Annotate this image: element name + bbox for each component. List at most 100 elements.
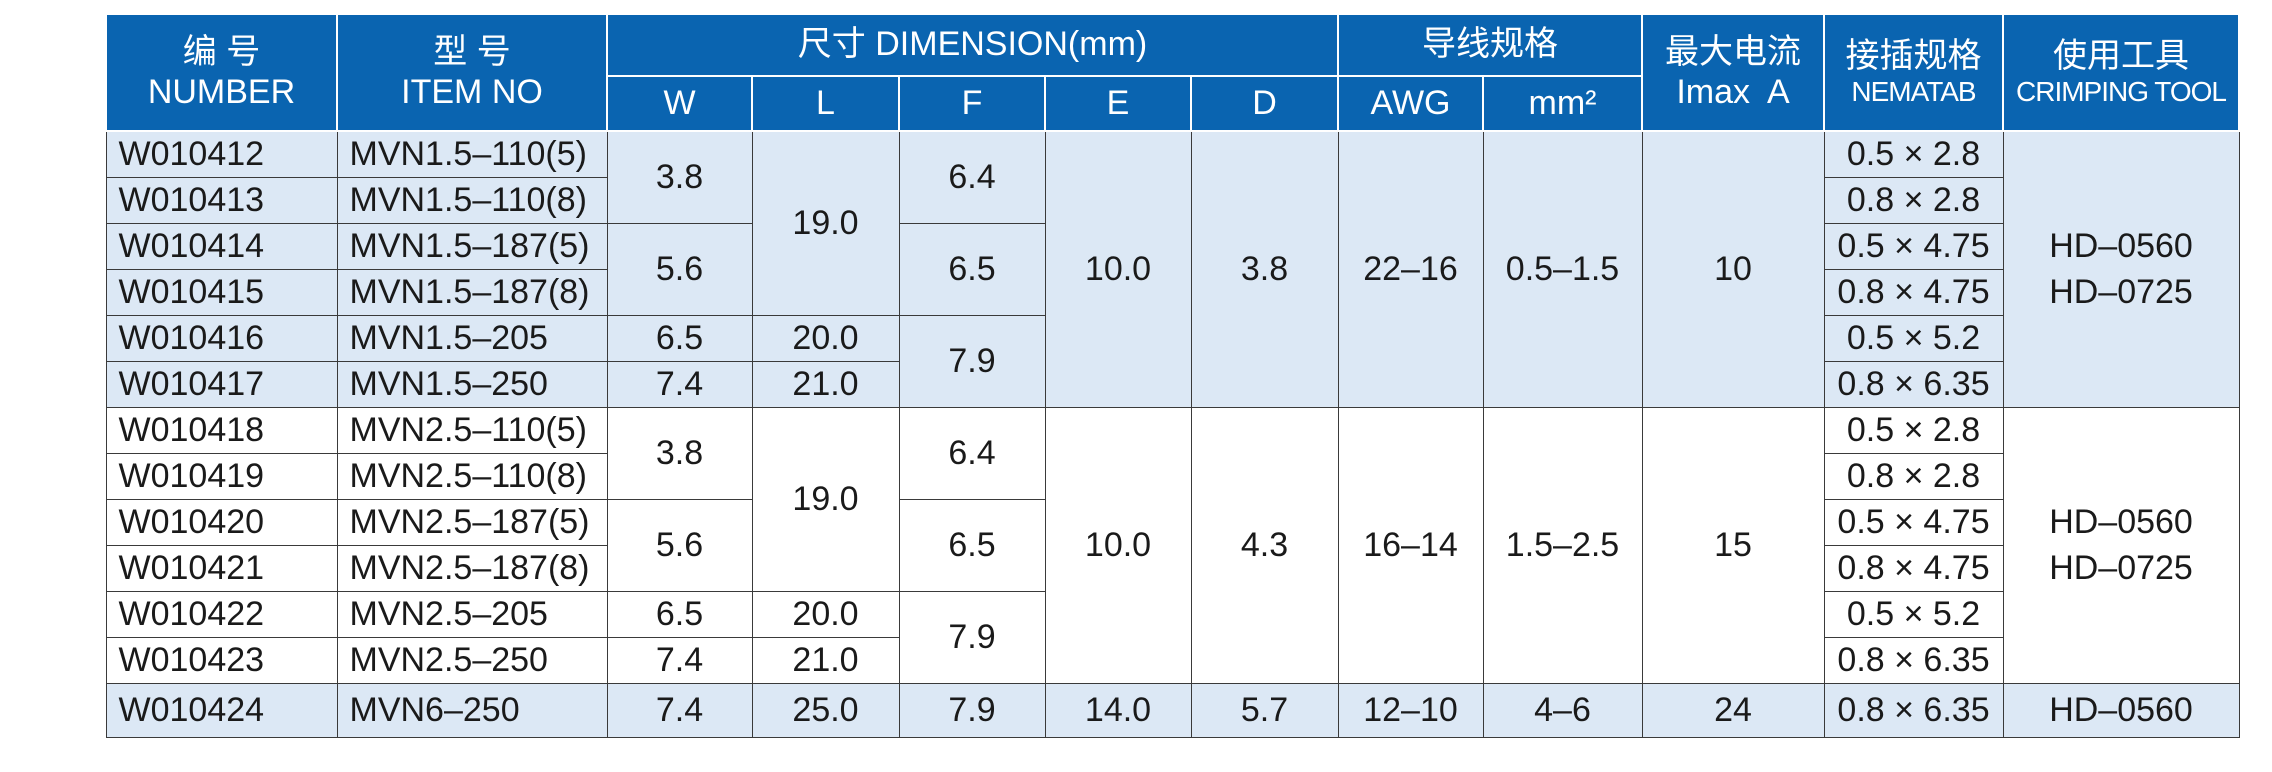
number-cell: W010416 xyxy=(105,315,338,362)
item-cell: MVN2.5–110(8) xyxy=(336,453,608,500)
item-cell: MVN1.5–205 xyxy=(336,315,608,362)
number-cell: W010412 xyxy=(105,130,338,178)
table-row: W010420 MVN2.5–187(5) 5.6 6.5 0.5 × 4.75 xyxy=(105,499,2239,592)
W-cell: 7.4 xyxy=(606,637,753,684)
F-cell: 7.9 xyxy=(898,682,1046,739)
awg-cell: 22–16 xyxy=(1337,130,1484,408)
mm2-cell: 1.5–2.5 xyxy=(1482,407,1643,684)
imax-cell: 15 xyxy=(1641,407,1825,684)
header-cell: D xyxy=(1189,75,1340,132)
tool-cell: HD–0560 HD–0725 xyxy=(2002,130,2240,408)
table-row: W010424 MVN6–250 7.4 25.0 7.9 14.0 5.7 12–10 4–6… xyxy=(105,682,2240,739)
F-cell: 6.5 xyxy=(898,499,1046,592)
W-cell: 6.5 xyxy=(606,591,753,638)
table-row: W010422 MVN2.5–205 6.5 20.0 7.9 0.5 × 5.2 xyxy=(105,591,2239,684)
header-text: NUMBER xyxy=(147,72,296,111)
item-cell: MVN2.5–187(8) xyxy=(336,545,608,592)
table-row: W010414 MVN1.5–187(5) 5.6 6.5 0.5 × 4.75 xyxy=(105,223,2239,316)
item-cell: MVN2.5–250 xyxy=(336,637,608,684)
header-cell: F xyxy=(898,75,1046,132)
nematab-cell: 0.8 × 6.35 xyxy=(1823,637,2004,684)
W-cell: 3.8 xyxy=(606,130,753,224)
nematab-cell: 0.8 × 2.8 xyxy=(1823,453,2004,500)
tool-cell: HD–0560 xyxy=(2002,682,2240,739)
table-row: W010413 MVN1.5–110(8) 0.8 × 2.8 xyxy=(105,177,2239,224)
L-cell: 21.0 xyxy=(751,637,900,684)
header-text: 使用工具 xyxy=(2053,36,2190,75)
E-cell: 10.0 xyxy=(1044,407,1192,684)
header-cell: L xyxy=(751,75,900,132)
E-cell: 14.0 xyxy=(1044,682,1192,739)
nematab-cell: 0.8 × 2.8 xyxy=(1823,177,2004,224)
imax-cell: 10 xyxy=(1641,130,1825,408)
nematab-cell: 0.8 × 6.35 xyxy=(1823,682,2004,739)
table-body: W010412 MVN1.5–110(5) 3.8 19.0 6.4 10.0 3.8 22–… xyxy=(105,130,2240,739)
item-cell: MVN1.5–250 xyxy=(336,361,608,408)
header-text: 编 号 xyxy=(182,33,261,72)
header-cell: 使用工具 CRIMPING TOOL xyxy=(2002,15,2241,132)
number-cell: W010413 xyxy=(105,177,338,224)
L-cell: 19.0 xyxy=(751,130,900,316)
number-cell: W010420 xyxy=(105,499,338,546)
awg-cell: 16–14 xyxy=(1337,407,1484,684)
number-cell: W010423 xyxy=(105,637,338,684)
number-cell: W010421 xyxy=(105,545,338,592)
number-cell: W010417 xyxy=(105,361,338,408)
number-cell: W010415 xyxy=(105,269,338,316)
L-cell: 21.0 xyxy=(751,361,900,408)
L-cell: 25.0 xyxy=(751,682,900,739)
header-text: NEMATAB xyxy=(1851,75,1976,107)
tool-name: HD–0725 xyxy=(2049,548,2193,587)
W-cell: 5.6 xyxy=(606,499,753,592)
number-cell: W010419 xyxy=(105,453,338,500)
header-cell: 型 号 ITEM NO xyxy=(336,15,608,132)
mm2-cell: 0.5–1.5 xyxy=(1482,130,1643,408)
table-row: W010423 MVN2.5–250 7.4 21.0 0.8 × 6.35 xyxy=(105,637,2239,684)
D-cell: 3.8 xyxy=(1190,130,1339,408)
nematab-cell: 0.8 × 4.75 xyxy=(1823,545,2004,592)
header-cell: 接插规格 NEMATAB xyxy=(1823,15,2005,132)
W-cell: 5.6 xyxy=(606,223,753,316)
number-cell: W010418 xyxy=(105,407,338,454)
item-cell: MVN2.5–187(5) xyxy=(336,499,608,546)
tool-cell: HD–0560 HD–0725 xyxy=(2002,407,2240,684)
mm2-cell: 4–6 xyxy=(1482,682,1643,739)
tool-name: HD–0560 xyxy=(2049,691,2193,729)
header-text: 最大电流 xyxy=(1665,33,1802,72)
table-row: W010417 MVN1.5–250 7.4 21.0 0.8 × 6.35 xyxy=(105,361,2239,408)
nematab-cell: 0.5 × 2.8 xyxy=(1823,130,2004,178)
header-cell: mm² xyxy=(1482,75,1644,132)
header-cell: 编 号 NUMBER xyxy=(105,15,338,132)
nematab-cell: 0.5 × 2.8 xyxy=(1823,407,2004,454)
W-cell: 7.4 xyxy=(606,682,753,739)
tool-name: HD–0725 xyxy=(2049,272,2193,311)
nematab-cell: 0.5 × 5.2 xyxy=(1823,315,2004,362)
item-cell: MVN2.5–110(5) xyxy=(336,407,608,454)
table-row: W010419 MVN2.5–110(8) 0.8 × 2.8 xyxy=(105,453,2239,500)
L-cell: 20.0 xyxy=(751,591,900,638)
F-cell: 7.9 xyxy=(898,315,1046,408)
header-text: 型 号 xyxy=(433,33,511,72)
header-cell: 尺寸 DIMENSION(mm) xyxy=(605,15,1340,77)
header-text: Imax A xyxy=(1676,72,1790,111)
number-cell: W010422 xyxy=(105,591,338,638)
awg-cell: 12–10 xyxy=(1337,682,1484,739)
nematab-cell: 0.8 × 4.75 xyxy=(1823,269,2004,316)
header-cell: E xyxy=(1044,75,1192,132)
number-cell: W010424 xyxy=(105,682,338,739)
table-row: W010421 MVN2.5–187(8) 0.8 × 4.75 xyxy=(105,545,2239,592)
F-cell: 7.9 xyxy=(898,591,1046,684)
header-text: CRIMPING TOOL xyxy=(2016,75,2227,107)
table-row: W010418 MVN2.5–110(5) 3.8 19.0 6.4 10.0 4.3 16–… xyxy=(105,407,2240,684)
W-cell: 3.8 xyxy=(606,407,753,500)
tool-name: HD–0560 xyxy=(2049,503,2193,542)
F-cell: 6.4 xyxy=(898,130,1046,224)
W-cell: 7.4 xyxy=(606,361,753,408)
item-cell: MVN1.5–110(5) xyxy=(336,130,608,178)
header-text: 接插规格 xyxy=(1845,36,1982,75)
nematab-cell: 0.5 × 5.2 xyxy=(1823,591,2004,638)
E-cell: 10.0 xyxy=(1044,130,1192,408)
number-cell: W010414 xyxy=(105,223,338,270)
table-header: 编 号 NUMBER 型 号 ITEM NO 尺寸 DIMENSION(mm) 导线… xyxy=(105,15,2241,132)
